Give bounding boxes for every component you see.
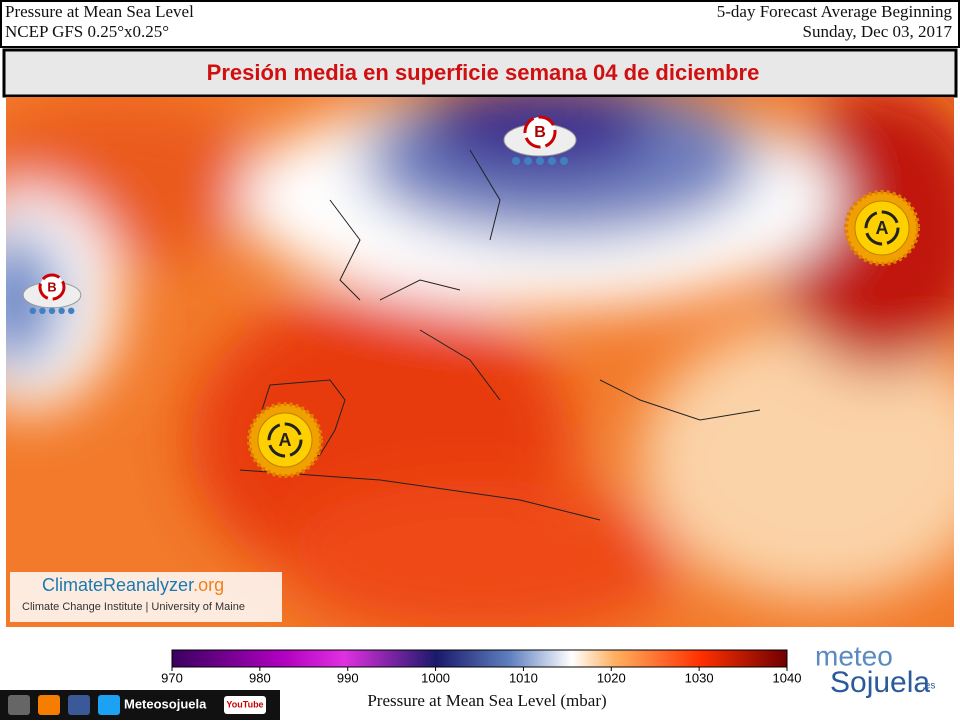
rain-drop bbox=[524, 157, 532, 165]
rain-drop bbox=[512, 157, 520, 165]
rain-drop bbox=[29, 307, 36, 314]
high-label: A bbox=[876, 218, 889, 238]
colorbar bbox=[171, 649, 788, 668]
high-label: A bbox=[279, 430, 292, 450]
rain-drop bbox=[48, 307, 56, 314]
rotation bbox=[864, 210, 900, 246]
rotation bbox=[38, 273, 66, 301]
header-box bbox=[0, 0, 960, 48]
credit-institute: Climate Change Institute | University of… bbox=[22, 601, 245, 613]
rain-drop bbox=[536, 157, 544, 165]
social-handle: Meteosojuela bbox=[124, 696, 207, 711]
low-label: B bbox=[534, 124, 546, 141]
header-subtitle-right: Sunday, Dec 03, 2017 bbox=[802, 22, 952, 41]
colorbar-tick-label: 1020 bbox=[597, 670, 626, 685]
rain-drop bbox=[58, 307, 65, 314]
pressure-map bbox=[6, 97, 954, 627]
colorbar-tick-label: 990 bbox=[337, 670, 359, 685]
colorbar-tick-label: 1010 bbox=[509, 670, 538, 685]
sun bbox=[257, 412, 313, 468]
brand-bottom: Sojuela bbox=[830, 666, 930, 699]
credit-site-name: ClimateReanalyzer bbox=[42, 575, 194, 595]
icon-youtube[interactable] bbox=[224, 696, 266, 714]
colorbar-tick-label: 970 bbox=[161, 670, 183, 685]
sun bbox=[854, 200, 910, 256]
credit-box bbox=[10, 572, 282, 622]
systems: B B A A bbox=[22, 115, 920, 478]
header-title: Pressure at Mean Sea Level bbox=[5, 2, 194, 21]
icon-facebook[interactable] bbox=[68, 695, 90, 715]
icon-blogger[interactable] bbox=[38, 695, 60, 715]
low-label: B bbox=[47, 279, 56, 294]
rain-drop bbox=[560, 157, 568, 165]
rain-drop bbox=[39, 307, 46, 314]
colorbar-tick-label: 980 bbox=[249, 670, 271, 685]
banner-box bbox=[2, 48, 958, 98]
brand-tld: .es bbox=[922, 681, 935, 692]
rotation bbox=[523, 115, 557, 149]
colorbar-ticks: 970 980 990 1000 1010 1020 1030 1040 bbox=[161, 667, 801, 685]
rain-drop bbox=[548, 157, 556, 165]
rotation bbox=[267, 422, 303, 458]
colorbar-tick-label: 1000 bbox=[421, 670, 450, 685]
colorbar-tick-label: 1030 bbox=[685, 670, 714, 685]
colorbar-tick-label: 1040 bbox=[773, 670, 802, 685]
credit-tld: .org bbox=[193, 575, 224, 595]
colorbar-label: Pressure at Mean Sea Level (mbar) bbox=[367, 691, 606, 710]
youtube-label: YouTube bbox=[226, 699, 263, 709]
header-title-right: 5-day Forecast Average Beginning bbox=[717, 2, 953, 21]
icon-instagram[interactable] bbox=[8, 695, 30, 715]
credit-site: ClimateReanalyzer.org bbox=[42, 575, 224, 595]
brand-top: meteo bbox=[815, 640, 893, 671]
icon-twitter[interactable] bbox=[98, 695, 120, 715]
banner: Presión media en superficie semana 04 de… bbox=[207, 60, 760, 85]
rain-drop bbox=[68, 307, 75, 314]
header-subtitle: NCEP GFS 0.25°x0.25° bbox=[5, 22, 169, 41]
